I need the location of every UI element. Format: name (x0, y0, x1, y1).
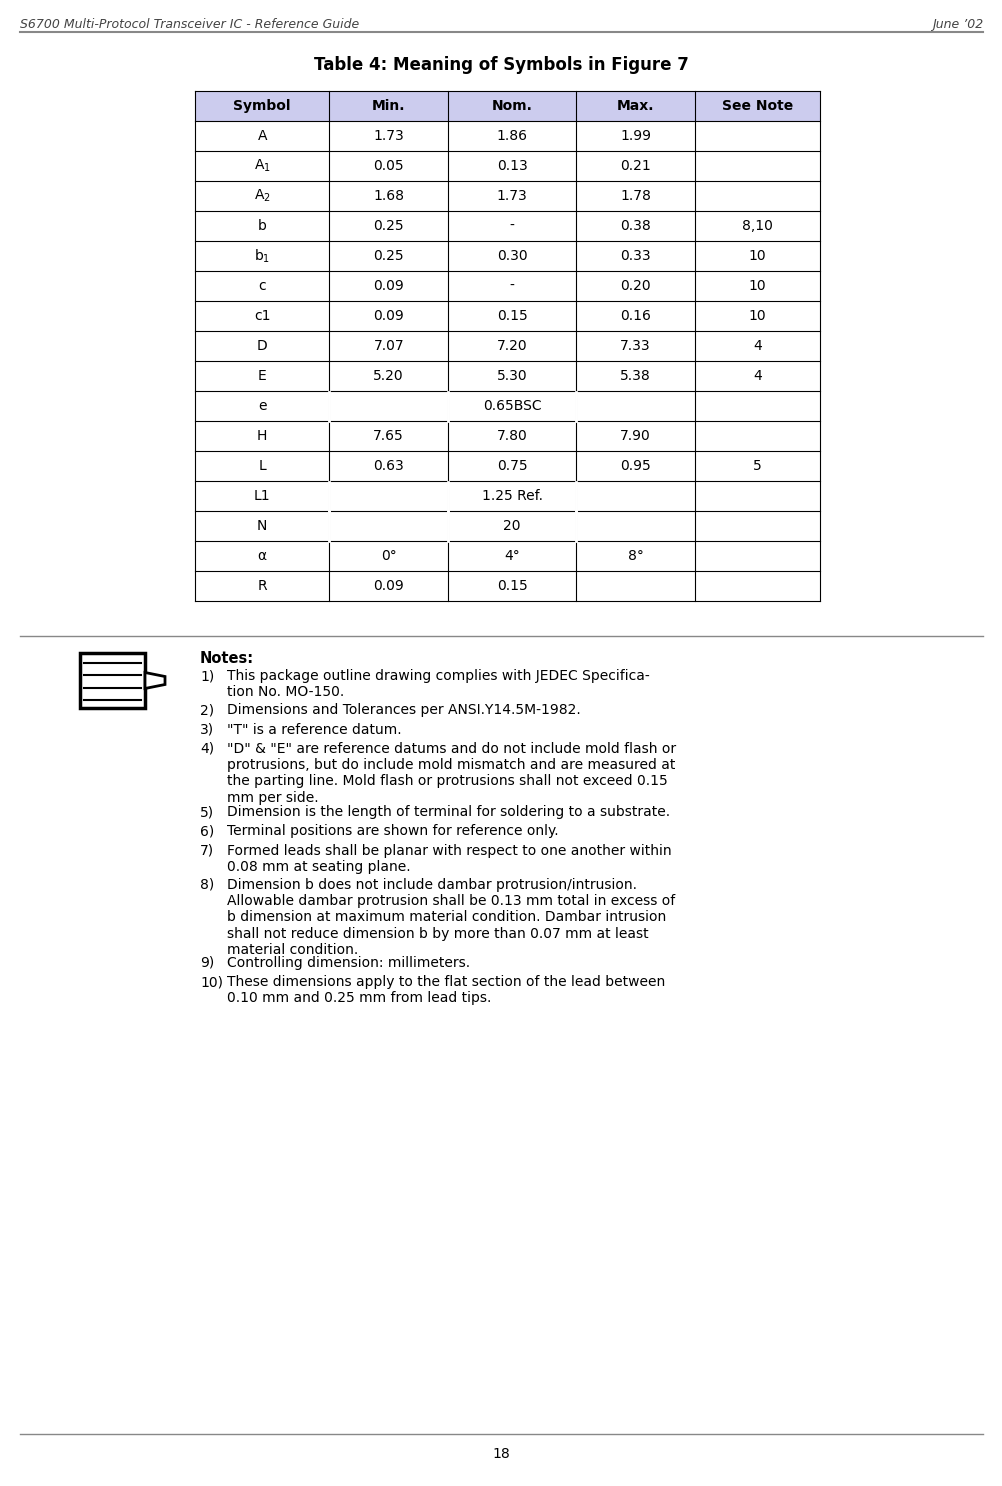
Text: 6): 6) (199, 825, 214, 838)
Text: 5.20: 5.20 (373, 369, 404, 383)
Text: Controlling dimension: millimeters.: Controlling dimension: millimeters. (226, 955, 470, 969)
Text: See Note: See Note (721, 100, 793, 113)
Text: 1.86: 1.86 (496, 129, 527, 143)
Text: N: N (257, 519, 268, 533)
Text: S6700 Multi-Protocol Transceiver IC - Reference Guide: S6700 Multi-Protocol Transceiver IC - Re… (20, 18, 359, 31)
Text: 20: 20 (503, 519, 520, 533)
Text: 0.65BSC: 0.65BSC (482, 400, 541, 413)
Text: 0.38: 0.38 (619, 218, 650, 233)
Text: 4: 4 (753, 369, 762, 383)
Text: 0.25: 0.25 (373, 250, 404, 263)
Text: L1: L1 (254, 489, 271, 502)
Text: Table 4: Meaning of Symbols in Figure 7: Table 4: Meaning of Symbols in Figure 7 (314, 56, 687, 74)
Text: 7.33: 7.33 (619, 339, 650, 354)
Text: 10: 10 (747, 250, 766, 263)
Text: 7.65: 7.65 (373, 429, 404, 443)
Text: A$_2$: A$_2$ (254, 187, 271, 204)
Text: "D" & "E" are reference datums and do not include mold flash or
protrusions, but: "D" & "E" are reference datums and do no… (226, 742, 675, 804)
Text: 1): 1) (199, 669, 214, 684)
Text: 8°: 8° (627, 548, 643, 563)
Text: 0.20: 0.20 (619, 279, 650, 293)
Text: b: b (258, 218, 267, 233)
Text: 0.30: 0.30 (496, 250, 527, 263)
Text: 0.25: 0.25 (373, 218, 404, 233)
Text: A: A (258, 129, 267, 143)
Text: 18: 18 (492, 1447, 509, 1461)
Text: 5.30: 5.30 (496, 369, 527, 383)
Text: Formed leads shall be planar with respect to one another within
0.08 mm at seati: Formed leads shall be planar with respec… (226, 844, 671, 874)
Text: 1.25 Ref.: 1.25 Ref. (481, 489, 542, 502)
Text: 0.15: 0.15 (496, 309, 527, 322)
Text: α: α (258, 548, 267, 563)
FancyBboxPatch shape (80, 652, 145, 707)
Text: 7.07: 7.07 (373, 339, 404, 354)
Text: 0.16: 0.16 (619, 309, 650, 322)
Text: 1.73: 1.73 (496, 189, 527, 204)
Text: 10: 10 (747, 309, 766, 322)
Text: 0.13: 0.13 (496, 159, 527, 172)
Text: Dimension is the length of terminal for soldering to a substrate.: Dimension is the length of terminal for … (226, 805, 669, 819)
Text: 5.38: 5.38 (619, 369, 650, 383)
Text: Min.: Min. (372, 100, 405, 113)
Text: Dimensions and Tolerances per ANSI.Y14.5M-1982.: Dimensions and Tolerances per ANSI.Y14.5… (226, 703, 580, 718)
Text: This package outline drawing complies with JEDEC Specifica-
tion No. MO-150.: This package outline drawing complies wi… (226, 669, 649, 700)
Text: 1.99: 1.99 (619, 129, 650, 143)
Text: 2): 2) (199, 703, 213, 718)
Text: Max.: Max. (616, 100, 653, 113)
Bar (194, 91, 820, 120)
Text: Symbol: Symbol (233, 100, 291, 113)
Text: e: e (258, 400, 267, 413)
Text: Notes:: Notes: (199, 651, 254, 666)
Polygon shape (145, 673, 165, 688)
Text: 10: 10 (747, 279, 766, 293)
Text: 0.75: 0.75 (496, 459, 527, 473)
Text: These dimensions apply to the flat section of the lead between
0.10 mm and 0.25 : These dimensions apply to the flat secti… (226, 975, 664, 1005)
Text: 9): 9) (199, 955, 214, 969)
Text: "T" is a reference datum.: "T" is a reference datum. (226, 722, 401, 737)
Text: L: L (259, 459, 266, 473)
Text: 1.68: 1.68 (373, 189, 404, 204)
Text: 0.05: 0.05 (373, 159, 404, 172)
Text: 0.33: 0.33 (619, 250, 650, 263)
Text: 8,10: 8,10 (741, 218, 773, 233)
Text: -: - (509, 279, 514, 293)
Text: 0.15: 0.15 (496, 580, 527, 593)
Text: c1: c1 (254, 309, 271, 322)
Text: 0.09: 0.09 (373, 309, 404, 322)
Text: 3): 3) (199, 722, 213, 737)
Text: 7.80: 7.80 (496, 429, 527, 443)
Text: 4°: 4° (504, 548, 520, 563)
Text: 0.09: 0.09 (373, 580, 404, 593)
Text: 0.21: 0.21 (619, 159, 650, 172)
Text: 8): 8) (199, 878, 214, 892)
Text: 5): 5) (199, 805, 213, 819)
Text: H: H (257, 429, 268, 443)
Text: c: c (259, 279, 266, 293)
Text: 0.95: 0.95 (619, 459, 650, 473)
Text: 4: 4 (753, 339, 762, 354)
Text: 1.73: 1.73 (373, 129, 404, 143)
Text: D: D (257, 339, 268, 354)
Text: 7.90: 7.90 (619, 429, 650, 443)
Text: 0°: 0° (381, 548, 396, 563)
Text: 0.63: 0.63 (373, 459, 404, 473)
Text: 1.78: 1.78 (619, 189, 650, 204)
Text: A$_1$: A$_1$ (254, 158, 271, 174)
Text: 7): 7) (199, 844, 213, 857)
Text: b$_1$: b$_1$ (254, 247, 270, 265)
Text: 0.09: 0.09 (373, 279, 404, 293)
Text: -: - (509, 218, 514, 233)
Text: E: E (258, 369, 267, 383)
Text: 7.20: 7.20 (496, 339, 527, 354)
Text: 4): 4) (199, 742, 213, 756)
Text: Terminal positions are shown for reference only.: Terminal positions are shown for referen… (226, 825, 558, 838)
Text: 5: 5 (753, 459, 762, 473)
Text: R: R (258, 580, 267, 593)
Text: 10): 10) (199, 975, 222, 990)
Text: Dimension b does not include dambar protrusion/intrusion.
Allowable dambar protr: Dimension b does not include dambar prot… (226, 878, 674, 957)
Text: Nom.: Nom. (491, 100, 532, 113)
Text: June ’02: June ’02 (931, 18, 982, 31)
